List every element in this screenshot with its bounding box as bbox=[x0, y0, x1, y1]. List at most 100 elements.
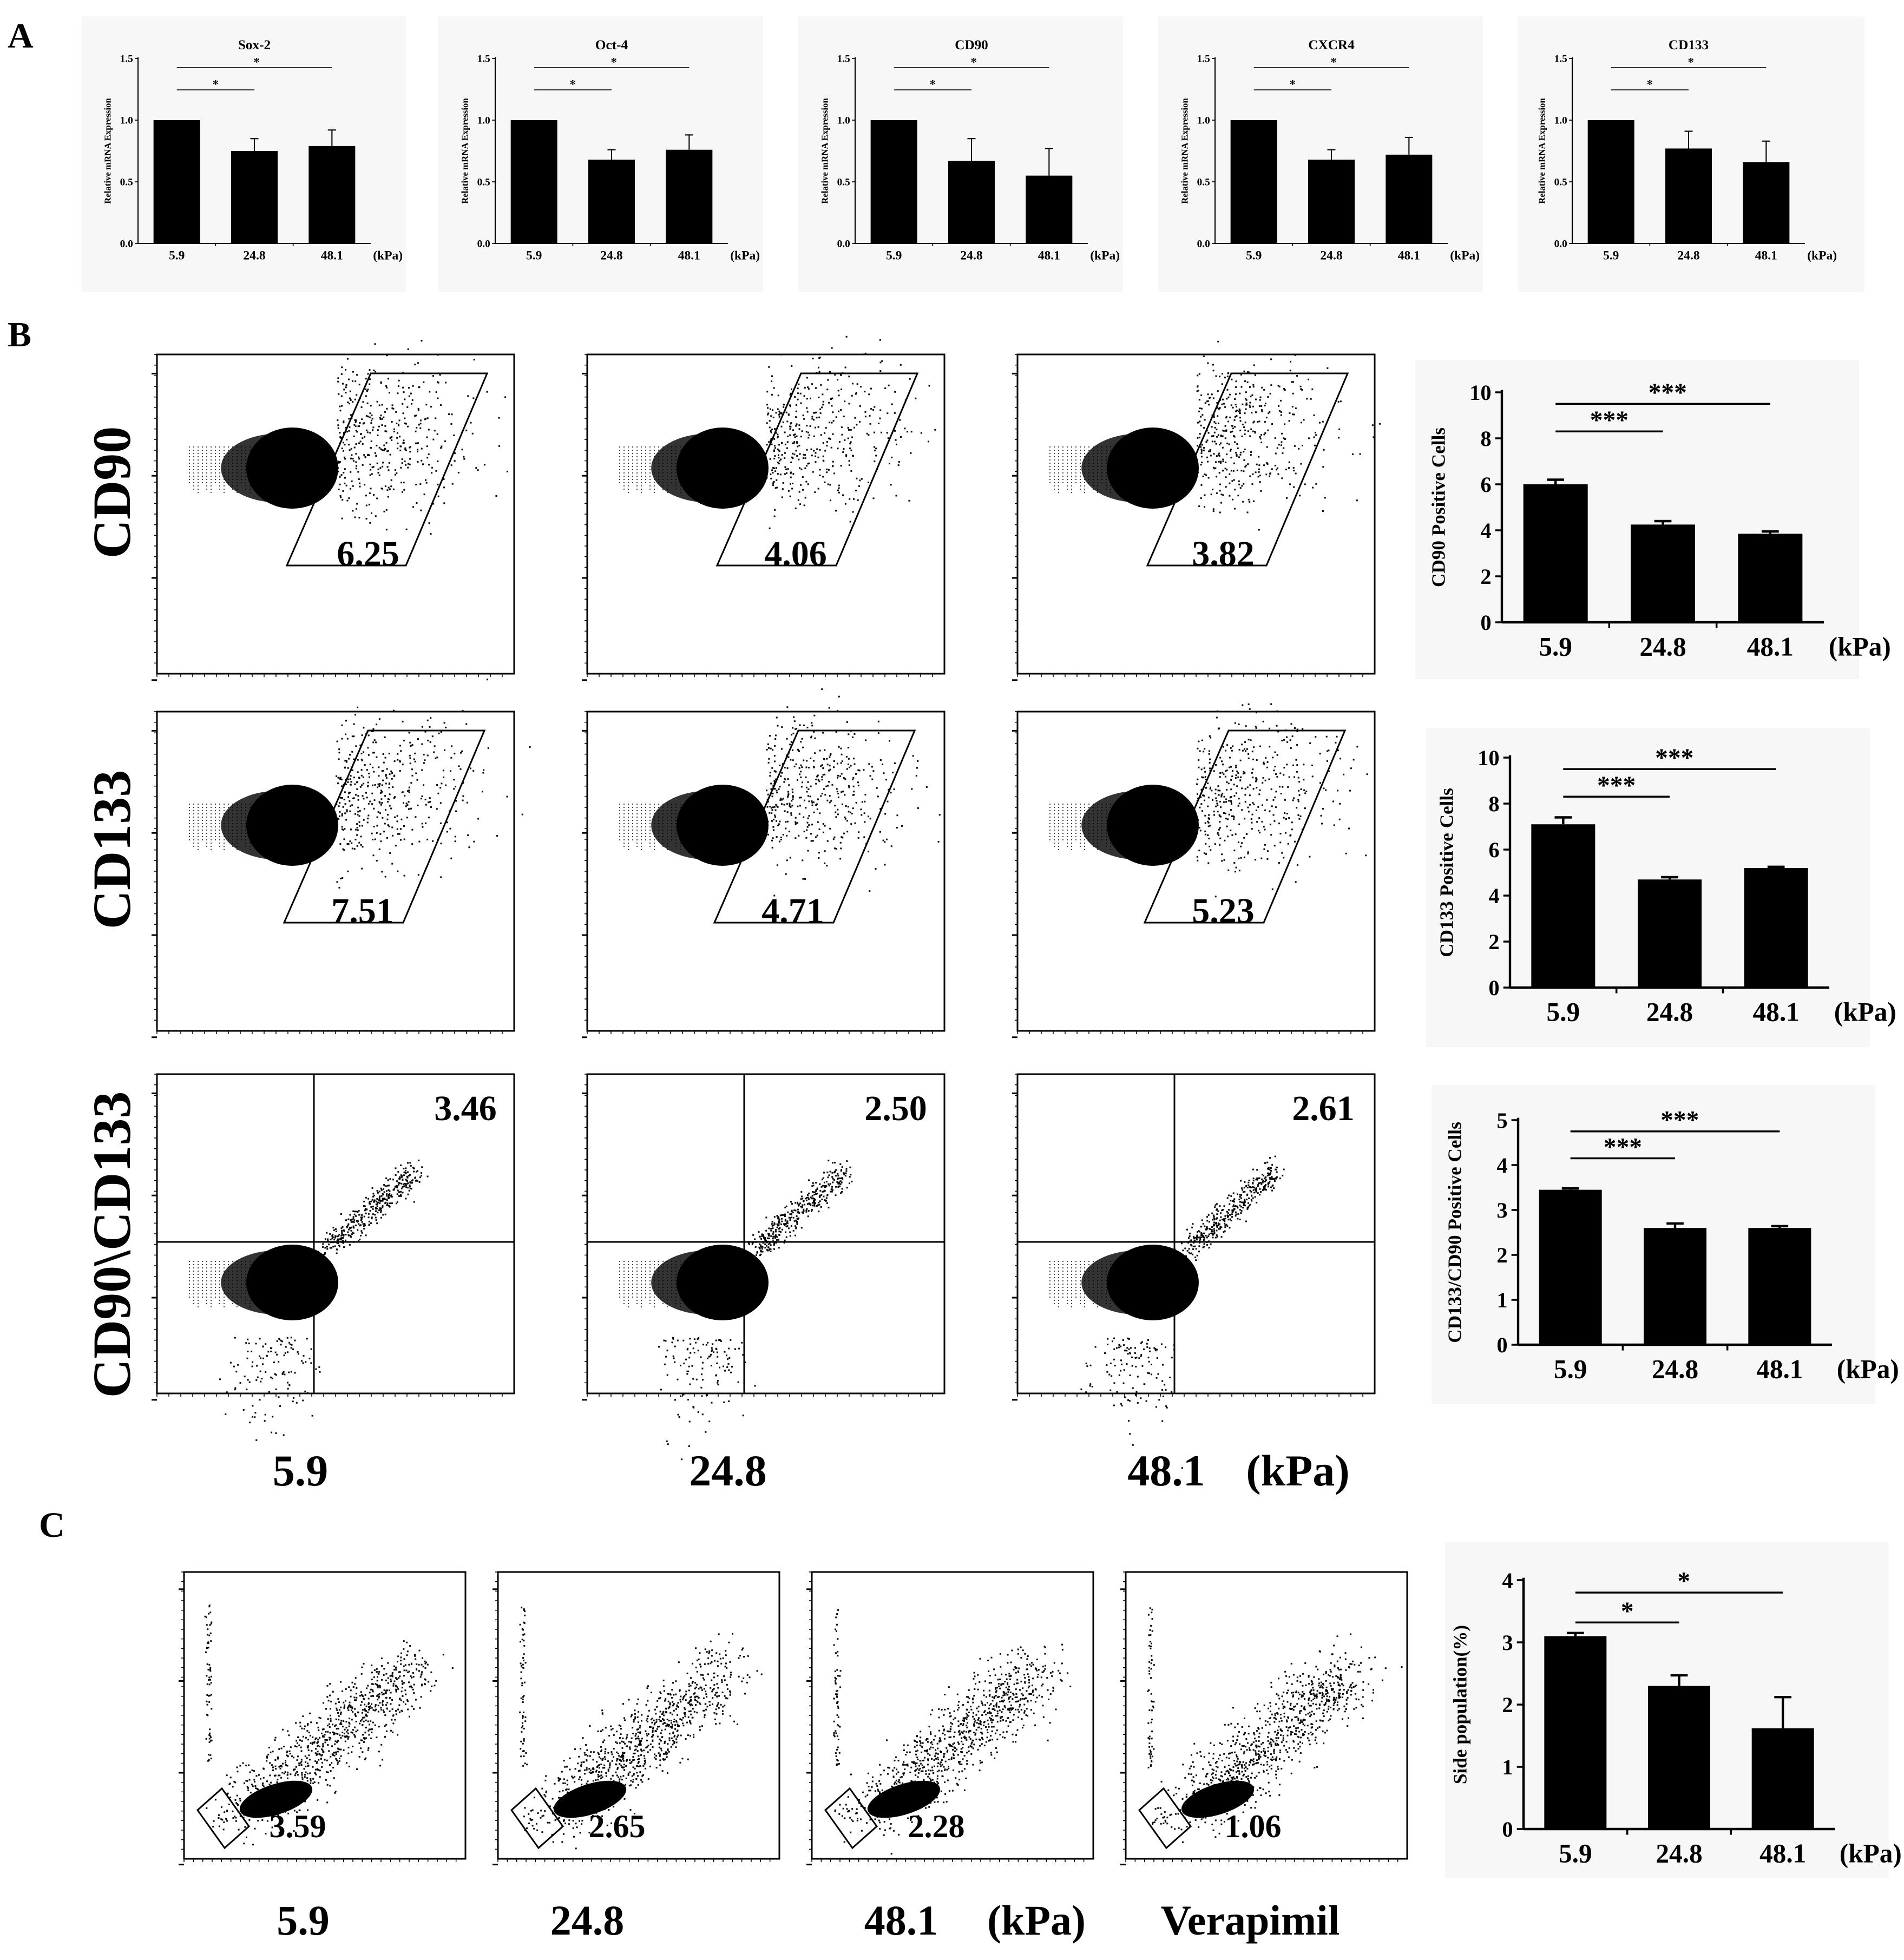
side-population-gate bbox=[824, 1787, 878, 1850]
bar-chart-double-positive: 0 1 2 3 4 5 5.9 24.8 48.1 (kPa) CD133/CD90 Positiv… bbox=[1432, 1085, 1899, 1404]
bar bbox=[948, 161, 995, 244]
y-tick-label: 0.5 bbox=[120, 177, 133, 188]
gate-polygon bbox=[283, 729, 486, 924]
plot-frame bbox=[1125, 1571, 1408, 1860]
y-tick-label: 1.5 bbox=[1197, 54, 1210, 65]
plot-frame bbox=[183, 1571, 467, 1860]
y-tick-label: 0 bbox=[1488, 976, 1499, 1000]
flow-plot-double-5-9 bbox=[152, 1073, 515, 1441]
bar bbox=[1638, 879, 1702, 988]
side-population-plot-5-9 bbox=[179, 1571, 467, 1866]
plot-frame bbox=[586, 711, 946, 1032]
plot-frame bbox=[156, 353, 515, 675]
panel-letter-c: C bbox=[39, 1505, 65, 1545]
x-tick-label: 24.8 bbox=[1677, 248, 1699, 262]
bar-chart-side-population: 0 1 2 3 4 5.9 24.8 48.1 (kPa) Side population(%) *… bbox=[1445, 1542, 1902, 1878]
flow-plot-cd90-48-1 bbox=[1012, 340, 1381, 681]
x-unit-label: (kPa) bbox=[1090, 248, 1120, 262]
x-tick-label: 48.1 bbox=[1398, 248, 1420, 262]
gate-value: 1.06 bbox=[1225, 1808, 1282, 1844]
y-axis-label: Side population(%) bbox=[1449, 1625, 1470, 1784]
gate-polygon bbox=[715, 372, 919, 567]
event-dots bbox=[834, 1804, 862, 1823]
gate-value: 7.51 bbox=[331, 891, 394, 931]
cell-cluster-halo bbox=[651, 433, 766, 503]
x-tick-label: 5.9 bbox=[1246, 248, 1262, 262]
event-dots bbox=[204, 1604, 213, 1762]
gate-value: 2.65 bbox=[589, 1808, 646, 1844]
x-unit-label: (kPa) bbox=[1837, 1354, 1899, 1384]
quadrant-value: 2.50 bbox=[864, 1089, 927, 1128]
gate-value: 5.23 bbox=[1192, 891, 1255, 931]
cell-cluster-halo bbox=[221, 791, 336, 860]
y-tick-label: 1.0 bbox=[477, 115, 490, 127]
significance-marker: * bbox=[254, 56, 260, 69]
chart-title: Oct-4 bbox=[595, 38, 628, 52]
event-dots bbox=[1174, 1155, 1285, 1261]
cell-cluster-halo bbox=[1081, 1250, 1197, 1315]
cell-cluster-halo bbox=[1081, 791, 1197, 860]
x-unit-label: (kPa) bbox=[1450, 248, 1480, 262]
plot-frame bbox=[1016, 711, 1376, 1032]
x-tick-label: 5.9 bbox=[526, 248, 542, 262]
cell-cluster-halo bbox=[651, 791, 766, 860]
panel-letter-b: B bbox=[8, 315, 31, 354]
significance-marker: *** bbox=[1597, 772, 1636, 800]
y-tick-label: 0.0 bbox=[1554, 239, 1567, 250]
x-tick-label: 24.8 bbox=[1320, 248, 1342, 262]
gate-value: 4.06 bbox=[764, 534, 827, 574]
significance-marker: *** bbox=[1649, 379, 1687, 407]
bar-chart-cd133-mrna: 0.0 0.5 1.0 1.5 5.9 24.8 48.1 (kPa) CD133 Relativ… bbox=[1518, 16, 1864, 292]
x-tick-label: 48.1 bbox=[321, 248, 343, 262]
chart-title: CD90 bbox=[955, 38, 988, 52]
event-dots bbox=[523, 1807, 544, 1833]
x-unit-label: (kPa) bbox=[1834, 997, 1896, 1027]
bar bbox=[1587, 120, 1634, 244]
x-unit-label: (kPa) bbox=[1840, 1839, 1902, 1869]
event-dots bbox=[1196, 703, 1368, 898]
side-population-gate bbox=[196, 1787, 251, 1850]
y-tick-label: 3 bbox=[1496, 1198, 1507, 1222]
flow-plot-cd133-5-9 bbox=[152, 679, 531, 1038]
y-tick-label: 0.0 bbox=[477, 239, 490, 250]
unit-label: (kPa) bbox=[987, 1897, 1086, 1944]
x-unit-label: (kPa) bbox=[730, 248, 760, 262]
y-axis-label: Relative mRNA Expression bbox=[820, 98, 830, 204]
y-tick-label: 1.0 bbox=[120, 115, 133, 127]
bar-chart-cd90-positive: 0 2 4 6 8 10 5.9 24.8 48.1 (kPa) CD90 Positive Cel… bbox=[1415, 360, 1891, 679]
y-tick-label: 5 bbox=[1496, 1108, 1507, 1133]
cell-cluster-halo bbox=[221, 1250, 336, 1315]
y-tick-label: 1.5 bbox=[1554, 54, 1567, 65]
gate-value: 3.82 bbox=[1192, 534, 1255, 574]
chart-background bbox=[798, 16, 1123, 292]
significance-marker: * bbox=[611, 56, 617, 69]
flow-plot-cd133-24-8 bbox=[582, 688, 946, 1038]
bar bbox=[1648, 1686, 1710, 1829]
y-tick-label: 1.5 bbox=[120, 54, 133, 65]
y-tick-label: 0.5 bbox=[1554, 177, 1567, 188]
bar bbox=[1026, 175, 1073, 244]
bar-chart-cd133-positive: 0 2 4 6 8 10 5.9 24.8 48.1 (kPa) CD133 Positive Ce… bbox=[1426, 728, 1896, 1047]
gate-polygon bbox=[1143, 729, 1347, 924]
plot-frame bbox=[1016, 353, 1376, 675]
bar bbox=[1308, 159, 1355, 244]
x-tick-label: 5.9 bbox=[1554, 1354, 1587, 1384]
event-dots bbox=[746, 1160, 853, 1258]
bar bbox=[1744, 868, 1808, 988]
y-tick-label: 1.0 bbox=[1554, 115, 1567, 127]
bar bbox=[870, 120, 917, 244]
flow-plot-double-48-1 bbox=[1012, 1073, 1376, 1469]
x-unit-label: (kPa) bbox=[1829, 632, 1891, 662]
significance-marker: * bbox=[1621, 1597, 1634, 1626]
x-unit-label: (kPa) bbox=[1807, 248, 1837, 262]
bar bbox=[308, 146, 356, 244]
cell-cluster-halo bbox=[221, 433, 336, 503]
column-label: 48.1 bbox=[1127, 1446, 1205, 1495]
quadrant-value: 2.61 bbox=[1292, 1089, 1355, 1128]
x-tick-label: 24.8 bbox=[1646, 997, 1693, 1027]
chart-background bbox=[1158, 16, 1483, 292]
x-tick-label: 24.8 bbox=[1639, 632, 1686, 662]
x-tick-label: 5.9 bbox=[169, 248, 185, 262]
bar bbox=[1386, 154, 1433, 244]
